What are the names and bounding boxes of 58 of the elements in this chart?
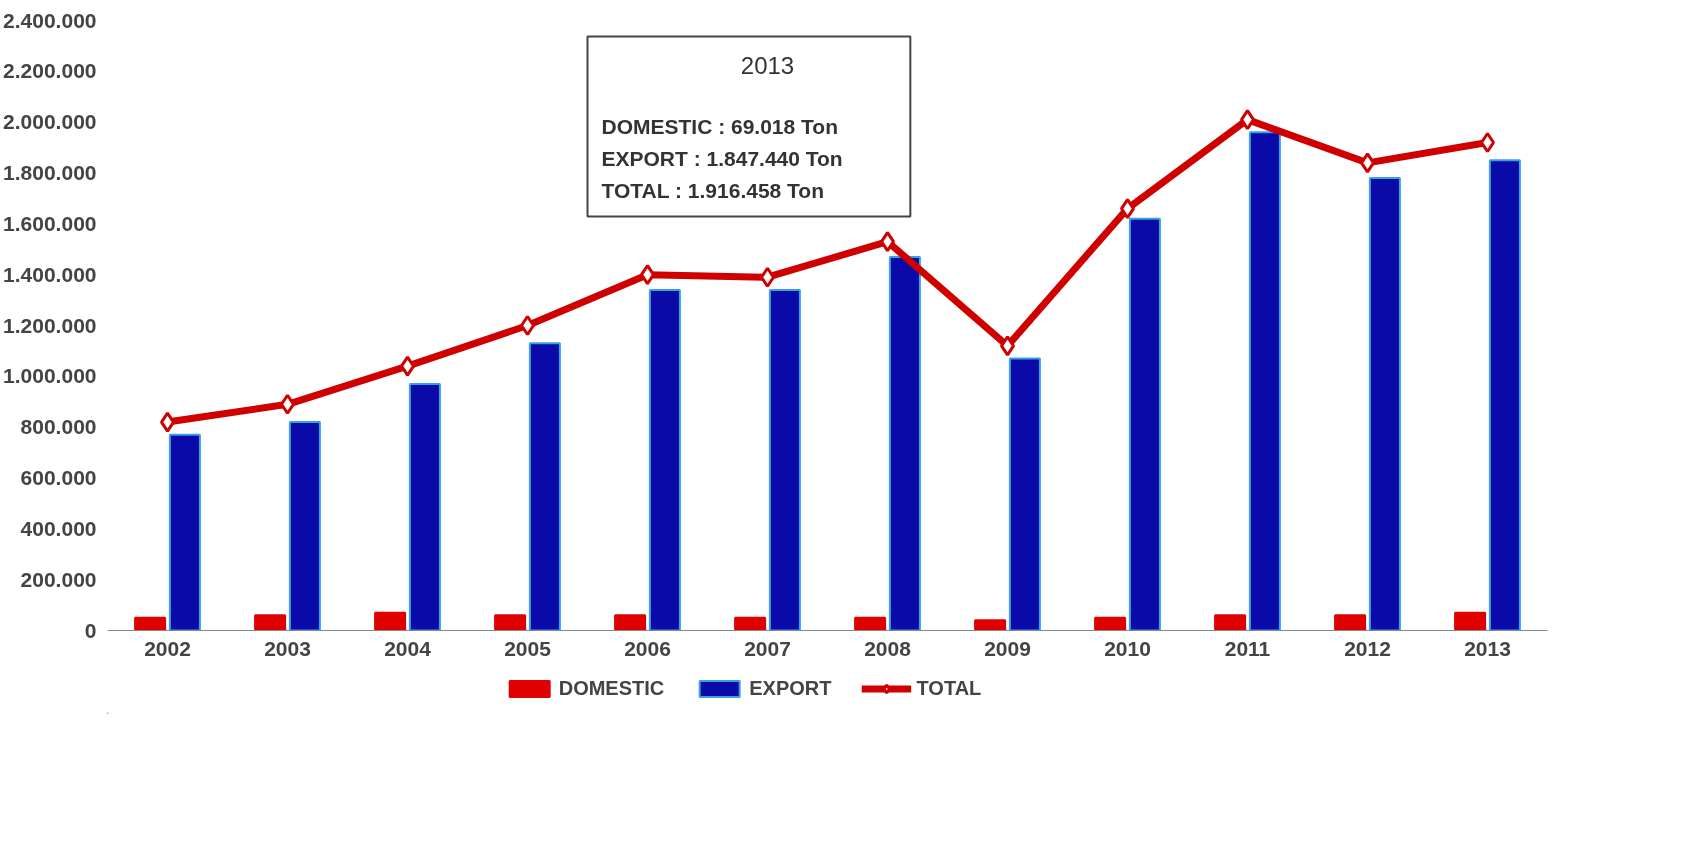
bar bbox=[134, 616, 167, 631]
y-tick-label: 0 bbox=[84, 618, 97, 642]
legend-label: TOTAL bbox=[916, 676, 982, 700]
x-tick-label: 2006 bbox=[624, 636, 671, 660]
bar bbox=[1094, 616, 1127, 631]
x-tick-label: 2002 bbox=[144, 636, 191, 660]
point bbox=[1480, 132, 1495, 153]
bar bbox=[494, 614, 527, 631]
annotation: EXPORT : 1.847.440 Ton bbox=[601, 147, 843, 171]
bar bbox=[974, 619, 1007, 631]
bar bbox=[888, 255, 921, 631]
x-tick-label: 2010 bbox=[1104, 636, 1151, 660]
x-tick-label: 2003 bbox=[264, 636, 311, 660]
bar bbox=[254, 614, 287, 631]
bar bbox=[288, 421, 321, 631]
y-tick-label: 1.200.000 bbox=[3, 313, 97, 337]
bar bbox=[1128, 217, 1161, 631]
y-tick-label: 1.000.000 bbox=[3, 364, 97, 388]
annotation: DOMESTIC : 69.018 Ton bbox=[601, 115, 838, 138]
bar bbox=[1368, 177, 1401, 631]
bar bbox=[1248, 131, 1281, 631]
y-tick-label: 600.000 bbox=[20, 466, 97, 489]
bar bbox=[1488, 159, 1521, 631]
x-tick-label: 2005 bbox=[504, 636, 552, 660]
x-tick-label: 2012 bbox=[1344, 636, 1391, 660]
bar bbox=[168, 433, 201, 631]
x-tick-label: 2004 bbox=[384, 636, 432, 660]
y-tick-label: 2.200.000 bbox=[3, 59, 97, 83]
legend-label: EXPORT bbox=[749, 676, 832, 700]
bar bbox=[854, 616, 887, 631]
y-tick-label: 1.800.000 bbox=[3, 161, 97, 184]
x-tick-label: 2008 bbox=[864, 636, 912, 660]
bar bbox=[734, 616, 767, 631]
bar bbox=[614, 614, 647, 631]
annotation: 2013 bbox=[740, 51, 795, 79]
bar bbox=[648, 288, 681, 631]
y-tick-label: 800.000 bbox=[20, 415, 97, 439]
bar bbox=[1454, 611, 1487, 631]
bar bbox=[408, 382, 441, 631]
y-tick-label: 1.600.000 bbox=[3, 211, 97, 235]
bar bbox=[374, 611, 407, 631]
annotation: TOTAL : 1.916.458 Ton bbox=[601, 179, 825, 203]
y-tick-label: 1.400.000 bbox=[3, 262, 97, 286]
y-tick-label: 2.000.000 bbox=[3, 110, 97, 134]
x-tick-label: 2013 bbox=[1464, 636, 1511, 660]
x-tick-label: 2011 bbox=[1224, 636, 1271, 660]
point bbox=[520, 315, 535, 336]
bar bbox=[1008, 357, 1041, 631]
y-tick-label: 200.000 bbox=[20, 567, 97, 591]
x-tick-label: 2007 bbox=[744, 636, 791, 660]
legend-label: DOMESTIC bbox=[558, 676, 665, 700]
x-tick-label: 2009 bbox=[984, 636, 1031, 660]
y-tick-label: 2.400.000 bbox=[3, 8, 97, 32]
bar bbox=[768, 288, 801, 631]
bar bbox=[1214, 614, 1247, 631]
bar bbox=[528, 342, 561, 631]
y-tick-label: 400.000 bbox=[20, 516, 97, 540]
bar bbox=[1334, 614, 1367, 631]
